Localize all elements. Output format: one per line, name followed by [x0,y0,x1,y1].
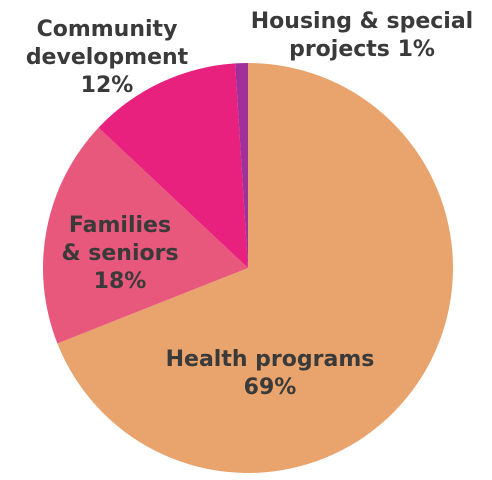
slice-label-line: Community [37,17,178,42]
slice-label-0: Health programs 69% [166,347,375,400]
slice-label-line: Families [69,213,171,238]
slice-label-line: & seniors [61,241,178,266]
pie-slice-0 [57,63,453,473]
slice-label-1: Families & seniors 18% [61,213,178,294]
slice-label-line: 12% [81,73,134,98]
pie-slice-2 [98,63,248,268]
pie-slice-3 [235,63,248,268]
slice-label-3: Housing & special projects 1% [251,9,473,62]
slice-label-line: development [26,45,189,70]
slice-label-line: 69% [244,375,297,400]
pie-slice-1 [43,127,248,344]
slice-label-line: 18% [94,269,147,294]
slice-label-line: projects 1% [289,37,435,62]
slice-label-line: Health programs [166,347,375,372]
slice-label-2: Community development 12% [26,17,189,98]
slice-label-line: Housing & special [251,9,473,34]
